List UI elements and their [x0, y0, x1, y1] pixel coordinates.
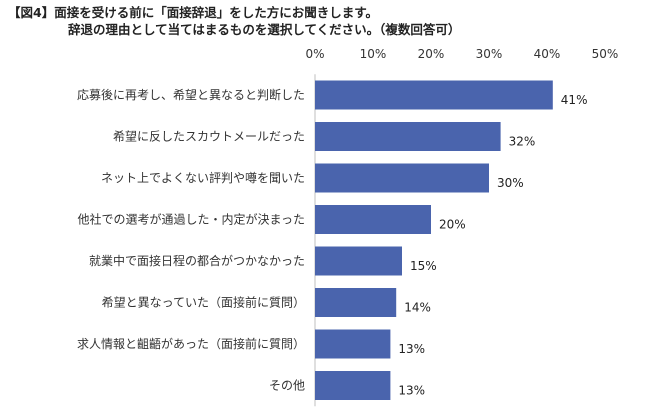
- data-label: 13%: [398, 384, 425, 398]
- x-tick-label: 30%: [476, 47, 503, 61]
- category-labels: 応募後に再考し、希望と異なると判断した希望に反したスカウトメールだったネット上で…: [77, 87, 305, 393]
- x-tick-label: 0%: [305, 47, 324, 61]
- bar: [315, 371, 391, 400]
- x-tick-label: 40%: [534, 47, 561, 61]
- category-label: 希望に反したスカウトメールだった: [113, 129, 305, 144]
- category-label: その他: [269, 379, 305, 393]
- bar: [315, 246, 402, 276]
- category-label: 就業中で面接日程の都合がつかなかった: [89, 253, 305, 268]
- category-label: 求人情報と齟齬があった（面接前に質問）: [77, 336, 305, 351]
- bar: [315, 329, 391, 359]
- data-labels: 41% 32% 30% 20% 15% 14% 13% 13%: [398, 93, 587, 398]
- category-label: 応募後に再考し、希望と異なると判断した: [77, 87, 305, 102]
- category-label: 希望と異なっていた（面接前に質問）: [102, 295, 305, 310]
- x-axis-ticks: 0% 10% 20% 30% 40% 50%: [305, 47, 618, 61]
- chart-title-line1: 【図4】面接を受ける前に「面接辞退」をした方にお聞きします。: [8, 5, 378, 20]
- data-label: 13%: [398, 342, 425, 356]
- category-label: ネット上でよくない評判や噂を聞いた: [101, 170, 305, 185]
- bar: [315, 122, 501, 151]
- x-tick-label: 50%: [592, 47, 619, 61]
- data-label: 14%: [404, 301, 431, 315]
- bars: [315, 80, 553, 400]
- chart-title: 【図4】面接を受ける前に「面接辞退」をした方にお聞きします。 辞退の理由として当…: [8, 4, 460, 38]
- bar: [315, 205, 431, 234]
- data-label: 15%: [410, 259, 437, 273]
- data-label: 20%: [439, 218, 466, 232]
- chart-title-line2: 辞退の理由として当てはまるものを選択してください。（複数回答可）: [68, 22, 461, 37]
- x-tick-label: 20%: [418, 47, 445, 61]
- bar: [315, 80, 553, 110]
- data-label: 30%: [497, 176, 524, 190]
- bar: [315, 163, 489, 193]
- x-tick-label: 10%: [360, 47, 387, 61]
- data-label: 41%: [561, 93, 588, 107]
- data-label: 32%: [509, 135, 536, 149]
- category-label: 他社での選考が通過した・内定が決まった: [77, 212, 305, 227]
- bar: [315, 288, 397, 317]
